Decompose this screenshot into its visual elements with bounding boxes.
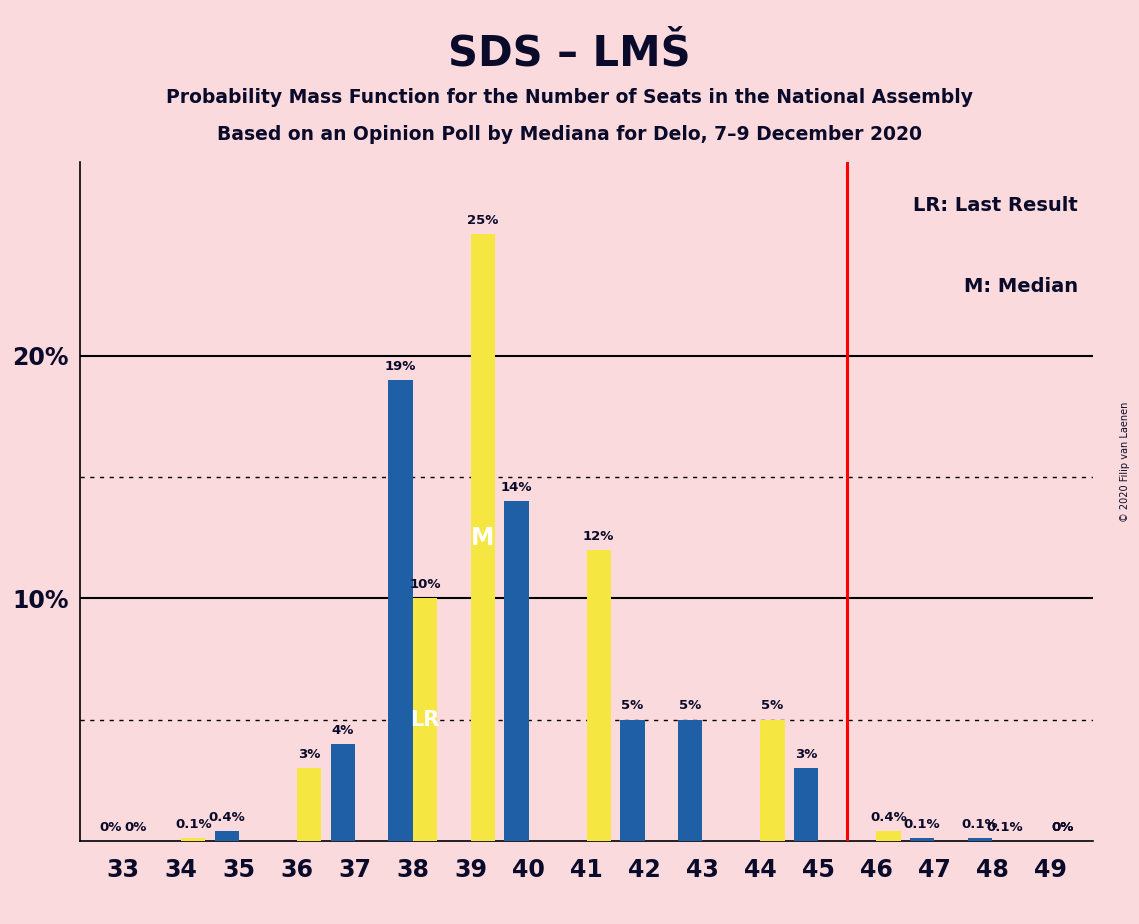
Bar — [214, 832, 239, 841]
Bar — [876, 832, 901, 841]
Text: 3%: 3% — [795, 748, 818, 760]
Bar — [470, 235, 495, 841]
Text: 14%: 14% — [501, 481, 532, 494]
Bar — [761, 720, 785, 841]
Text: M: M — [472, 526, 494, 550]
Text: 5%: 5% — [761, 699, 784, 712]
Text: 5%: 5% — [621, 699, 644, 712]
Bar — [587, 550, 611, 841]
Bar — [620, 720, 645, 841]
Bar — [968, 838, 992, 841]
Text: 12%: 12% — [583, 529, 614, 542]
Text: 10%: 10% — [409, 578, 441, 591]
Text: 0%: 0% — [1051, 821, 1073, 833]
Text: 0.1%: 0.1% — [175, 818, 212, 832]
Text: 0.1%: 0.1% — [961, 818, 998, 832]
Text: 3%: 3% — [298, 748, 320, 760]
Text: 0.1%: 0.1% — [903, 818, 941, 832]
Text: M: Median: M: Median — [964, 277, 1079, 297]
Bar — [297, 768, 321, 841]
Text: 0%: 0% — [100, 821, 122, 833]
Bar — [388, 380, 412, 841]
Text: 0.1%: 0.1% — [986, 821, 1023, 833]
Text: Probability Mass Function for the Number of Seats in the National Assembly: Probability Mass Function for the Number… — [166, 88, 973, 107]
Text: 0%: 0% — [1051, 821, 1073, 833]
Bar — [794, 768, 818, 841]
Text: 0%: 0% — [124, 821, 147, 833]
Text: LR: LR — [410, 710, 440, 730]
Text: 19%: 19% — [385, 359, 417, 372]
Text: Based on an Opinion Poll by Mediana for Delo, 7–9 December 2020: Based on an Opinion Poll by Mediana for … — [218, 125, 921, 144]
Text: 0.4%: 0.4% — [870, 811, 907, 824]
Text: SDS – LMŠ: SDS – LMŠ — [448, 32, 691, 74]
Bar — [505, 501, 528, 841]
Text: 5%: 5% — [679, 699, 702, 712]
Text: 25%: 25% — [467, 214, 499, 227]
Text: 0.4%: 0.4% — [208, 811, 245, 824]
Bar — [330, 744, 355, 841]
Bar — [910, 838, 934, 841]
Bar — [678, 720, 703, 841]
Text: © 2020 Filip van Laenen: © 2020 Filip van Laenen — [1120, 402, 1130, 522]
Bar — [412, 599, 437, 841]
Text: 4%: 4% — [331, 723, 354, 736]
Bar — [181, 838, 205, 841]
Text: LR: Last Result: LR: Last Result — [913, 196, 1079, 214]
